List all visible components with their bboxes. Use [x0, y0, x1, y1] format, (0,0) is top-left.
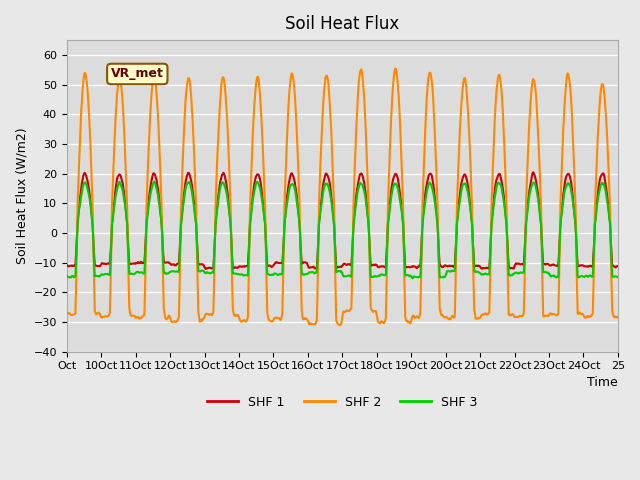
Y-axis label: Soil Heat Flux (W/m2): Soil Heat Flux (W/m2)	[15, 128, 28, 264]
Title: Soil Heat Flux: Soil Heat Flux	[285, 15, 399, 33]
Text: VR_met: VR_met	[111, 68, 164, 81]
X-axis label: Time: Time	[587, 376, 618, 389]
Legend: SHF 1, SHF 2, SHF 3: SHF 1, SHF 2, SHF 3	[202, 391, 483, 414]
